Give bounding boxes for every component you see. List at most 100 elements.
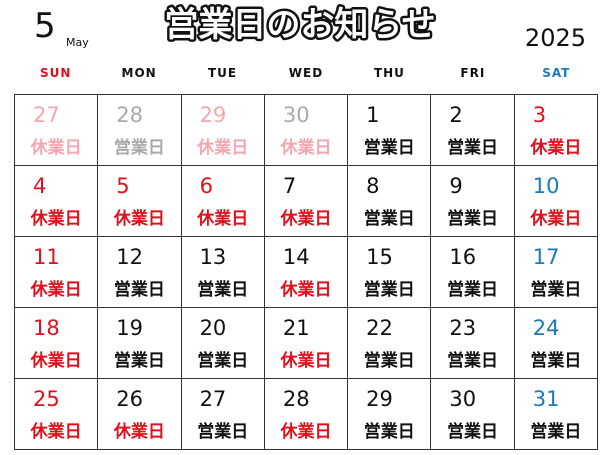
day-status: 営業日 bbox=[447, 209, 499, 229]
day-number: 24 bbox=[532, 316, 560, 340]
day-number: 27 bbox=[199, 387, 227, 411]
day-status: 休業日 bbox=[113, 209, 165, 229]
day-number: 28 bbox=[282, 387, 310, 411]
day-status: 休業日 bbox=[113, 422, 165, 442]
day-status: 休業日 bbox=[280, 280, 332, 300]
title: 営業日のお知らせ bbox=[164, 5, 435, 45]
day-cell: 17 営業日 bbox=[514, 237, 598, 308]
day-number: 8 bbox=[366, 174, 380, 198]
day-cell: 19 営業日 bbox=[98, 308, 182, 379]
day-cell: 4 休業日 bbox=[15, 166, 99, 237]
day-cell: 16 営業日 bbox=[431, 237, 515, 308]
day-status: 営業日 bbox=[113, 351, 165, 371]
day-number: 2 bbox=[449, 103, 463, 127]
day-cell: 9 営業日 bbox=[431, 166, 515, 237]
day-status: 営業日 bbox=[363, 280, 415, 300]
day-number: 30 bbox=[282, 103, 310, 127]
day-status: 休業日 bbox=[30, 422, 82, 442]
day-status: 休業日 bbox=[280, 422, 332, 442]
month: 5 bbox=[34, 6, 56, 46]
day-cell: 1 営業日 bbox=[348, 95, 432, 166]
day-cell: 10 休業日 bbox=[514, 166, 598, 237]
day-number: 19 bbox=[116, 316, 144, 340]
day-number: 25 bbox=[33, 387, 60, 411]
day-cell: 30 休業日 bbox=[264, 95, 349, 166]
day-number: 13 bbox=[199, 245, 227, 269]
day-number: 26 bbox=[116, 387, 144, 411]
day-cell: 13 営業日 bbox=[181, 237, 265, 308]
day-cell: 11 休業日 bbox=[15, 237, 99, 308]
day-cell: 27 休業日 bbox=[15, 95, 99, 166]
weekday-row: SUN MON TUE WED THU FRI SAT bbox=[14, 66, 598, 80]
day-number: 23 bbox=[449, 316, 477, 340]
day-cell: 7 休業日 bbox=[264, 166, 349, 237]
day-status: 休業日 bbox=[30, 138, 82, 158]
day-status: 営業日 bbox=[363, 138, 415, 158]
day-cell: 8 営業日 bbox=[348, 166, 432, 237]
day-status: 営業日 bbox=[530, 280, 582, 300]
day-number: 21 bbox=[282, 316, 310, 340]
day-number: 6 bbox=[199, 174, 213, 198]
weekday: THU bbox=[373, 66, 405, 80]
year: 2025 bbox=[524, 24, 586, 52]
day-cell: 22 営業日 bbox=[348, 308, 432, 379]
day-status: 休業日 bbox=[530, 209, 582, 229]
day-status: 営業日 bbox=[363, 422, 415, 442]
day-status: 営業日 bbox=[447, 422, 499, 442]
day-cell: 3 休業日 bbox=[514, 95, 598, 166]
title-box: 営業日のお知らせ bbox=[162, 3, 438, 48]
day-cell: 15 営業日 bbox=[348, 237, 432, 308]
day-number: 16 bbox=[449, 245, 477, 269]
day-status: 営業日 bbox=[197, 280, 249, 300]
day-cell: 25 休業日 bbox=[15, 379, 99, 450]
day-number: 29 bbox=[199, 103, 227, 127]
day-cell: 5 休業日 bbox=[98, 166, 182, 237]
day-cell: 29 営業日 bbox=[348, 379, 432, 450]
day-status: 営業日 bbox=[447, 138, 499, 158]
day-status: 営業日 bbox=[197, 351, 249, 371]
day-cell: 27 営業日 bbox=[181, 379, 265, 450]
day-status: 休業日 bbox=[30, 351, 82, 371]
day-status: 営業日 bbox=[363, 209, 415, 229]
day-number: 1 bbox=[366, 103, 380, 127]
day-cell: 6 休業日 bbox=[181, 166, 265, 237]
weekday: TUE bbox=[207, 66, 238, 80]
day-number: 30 bbox=[449, 387, 477, 411]
calendar-grid: 27 休業日 28 営業日 29 休業日 30 休業日 1 営業日 2 営業日 3 休業日 4 休業日 5 休業日… bbox=[14, 94, 598, 450]
day-status: 営業日 bbox=[113, 280, 165, 300]
day-number: 31 bbox=[532, 387, 560, 411]
day-status: 休業日 bbox=[280, 138, 332, 158]
day-number: 15 bbox=[366, 245, 393, 269]
day-status: 休業日 bbox=[30, 280, 82, 300]
day-number: 17 bbox=[532, 245, 560, 269]
day-cell: 26 休業日 bbox=[98, 379, 182, 450]
day-number: 7 bbox=[282, 174, 297, 198]
day-status: 休業日 bbox=[197, 138, 249, 158]
day-number: 20 bbox=[199, 316, 227, 340]
day-cell: 23 営業日 bbox=[431, 308, 515, 379]
day-status: 営業日 bbox=[530, 351, 582, 371]
day-number: 9 bbox=[449, 174, 463, 198]
day-status: 営業日 bbox=[447, 351, 499, 371]
weekday: SUN bbox=[39, 66, 72, 80]
day-number: 4 bbox=[33, 174, 47, 198]
day-cell: 14 休業日 bbox=[264, 237, 349, 308]
weekday: WED bbox=[288, 66, 324, 80]
day-cell: 21 休業日 bbox=[264, 308, 349, 379]
day-number: 12 bbox=[116, 245, 144, 269]
day-number: 14 bbox=[282, 245, 310, 269]
day-status: 休業日 bbox=[530, 138, 582, 158]
day-number: 28 bbox=[116, 103, 144, 127]
day-status: 営業日 bbox=[530, 422, 582, 442]
day-cell: 2 営業日 bbox=[431, 95, 515, 166]
day-status: 休業日 bbox=[197, 209, 249, 229]
weekday: SAT bbox=[542, 66, 571, 80]
day-status: 休業日 bbox=[280, 351, 332, 371]
day-cell: 24 営業日 bbox=[514, 308, 598, 379]
day-number: 29 bbox=[366, 387, 393, 411]
day-status: 営業日 bbox=[197, 422, 249, 442]
day-cell: 28 休業日 bbox=[264, 379, 349, 450]
day-cell: 31 営業日 bbox=[514, 379, 598, 450]
day-number: 11 bbox=[33, 245, 60, 269]
